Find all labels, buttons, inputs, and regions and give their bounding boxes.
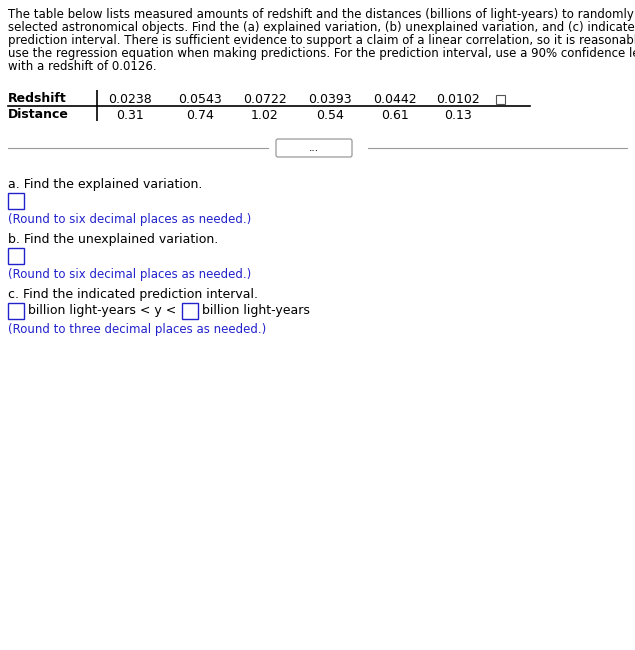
- Text: 0.0543: 0.0543: [178, 93, 222, 106]
- Text: (Round to three decimal places as needed.): (Round to three decimal places as needed…: [8, 323, 266, 336]
- Text: billion light-years: billion light-years: [202, 304, 310, 317]
- Text: 0.0722: 0.0722: [243, 93, 287, 106]
- Text: 0.0393: 0.0393: [308, 93, 352, 106]
- Text: with a redshift of 0.0126.: with a redshift of 0.0126.: [8, 60, 157, 73]
- Text: prediction interval. There is sufficient evidence to support a claim of a linear: prediction interval. There is sufficient…: [8, 34, 635, 47]
- FancyBboxPatch shape: [8, 303, 24, 319]
- Text: billion light-years < y <: billion light-years < y <: [28, 304, 177, 317]
- Text: (Round to six decimal places as needed.): (Round to six decimal places as needed.): [8, 268, 251, 281]
- Text: 0.54: 0.54: [316, 109, 344, 122]
- Text: use the regression equation when making predictions. For the prediction interval: use the regression equation when making …: [8, 47, 635, 60]
- Text: b. Find the unexplained variation.: b. Find the unexplained variation.: [8, 233, 218, 246]
- Text: ...: ...: [309, 143, 319, 153]
- Text: 0.61: 0.61: [381, 109, 409, 122]
- Text: c. Find the indicated prediction interval.: c. Find the indicated prediction interva…: [8, 288, 258, 301]
- Text: 0.74: 0.74: [186, 109, 214, 122]
- Text: (Round to six decimal places as needed.): (Round to six decimal places as needed.): [8, 213, 251, 226]
- Text: 0.0442: 0.0442: [373, 93, 417, 106]
- FancyBboxPatch shape: [8, 193, 24, 209]
- Text: 0.0102: 0.0102: [436, 93, 480, 106]
- Text: a. Find the explained variation.: a. Find the explained variation.: [8, 178, 203, 191]
- Text: 0.13: 0.13: [444, 109, 472, 122]
- Text: selected astronomical objects. Find the (a) explained variation, (b) unexplained: selected astronomical objects. Find the …: [8, 21, 635, 34]
- Text: The table below lists measured amounts of redshift and the distances (billions o: The table below lists measured amounts o…: [8, 8, 634, 21]
- Text: Redshift: Redshift: [8, 92, 67, 105]
- FancyBboxPatch shape: [276, 139, 352, 157]
- FancyBboxPatch shape: [8, 248, 24, 264]
- FancyBboxPatch shape: [182, 303, 198, 319]
- Text: 0.31: 0.31: [116, 109, 144, 122]
- Text: Distance: Distance: [8, 108, 69, 121]
- Text: 0.0238: 0.0238: [108, 93, 152, 106]
- FancyBboxPatch shape: [496, 95, 505, 104]
- Text: 1.02: 1.02: [251, 109, 279, 122]
